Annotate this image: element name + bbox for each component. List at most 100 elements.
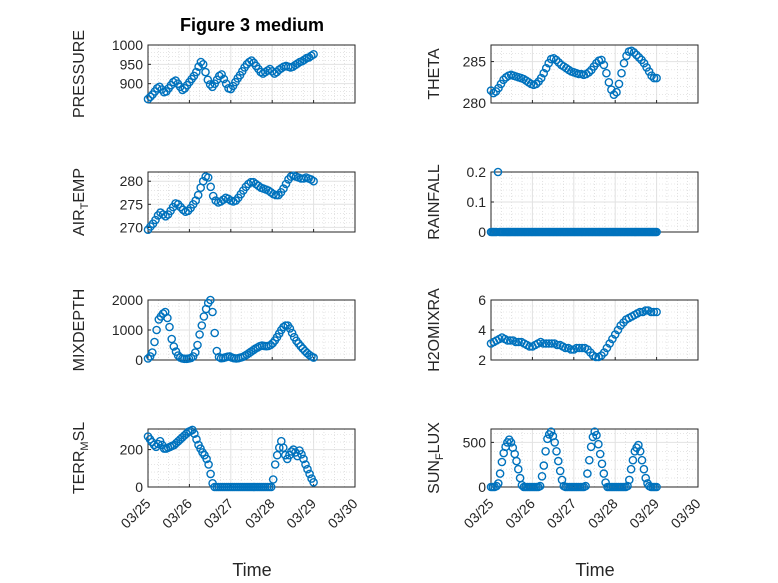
axes-box — [490, 44, 699, 104]
data-point — [143, 94, 153, 104]
data-point — [547, 339, 557, 348]
x-tick-label: 03/27 — [200, 495, 236, 531]
data-point — [649, 307, 659, 317]
data-point — [296, 341, 306, 351]
data-point — [632, 50, 641, 60]
data-point — [301, 460, 310, 469]
y-tick-label: 0 — [478, 224, 486, 240]
data-point — [599, 348, 609, 357]
data-point — [597, 459, 607, 469]
data-point — [309, 50, 318, 59]
data-point — [486, 86, 496, 95]
data-point — [536, 73, 546, 83]
data-point — [197, 321, 207, 330]
data-point — [597, 55, 606, 65]
data-point — [278, 443, 288, 453]
data-point — [503, 336, 512, 345]
data-point — [572, 343, 581, 353]
data-point — [647, 71, 656, 80]
data-point — [622, 51, 631, 61]
data-point — [249, 345, 258, 355]
data-point — [205, 80, 215, 89]
data-point — [541, 446, 550, 456]
data-point — [494, 83, 503, 93]
x-tick-label: 03/28 — [242, 495, 278, 531]
data-point — [625, 475, 634, 485]
data-point — [550, 438, 560, 447]
y-tick-label: 900 — [120, 76, 144, 92]
data-point — [305, 469, 314, 479]
data-point — [191, 67, 201, 77]
data-point — [186, 353, 196, 363]
data-point — [208, 191, 218, 201]
data-point — [266, 482, 276, 492]
data-point — [544, 339, 554, 348]
plot-area — [148, 45, 355, 103]
data-point — [514, 337, 523, 347]
y-axis-label: PRESSURE — [71, 30, 88, 118]
data-point — [149, 440, 159, 450]
data-point — [309, 176, 318, 186]
data-point — [609, 90, 619, 99]
data-point — [652, 73, 661, 83]
data-point — [265, 64, 275, 74]
data-point — [592, 430, 601, 440]
data-point — [195, 330, 204, 339]
data-point — [594, 439, 603, 449]
data-point — [639, 464, 649, 474]
data-point — [585, 455, 594, 465]
data-point — [196, 57, 206, 67]
x-tick-label: 03/26 — [159, 495, 195, 531]
axes-container: 900 950 1000 PRESSURE 280 285 THETA 270 275 280 AI… — [71, 30, 704, 531]
x-axis-label-right: Time — [575, 560, 614, 580]
data-point — [506, 438, 516, 447]
x-tick-label: 03/28 — [585, 495, 621, 531]
data-point — [637, 455, 647, 465]
x-tick-label: 03/27 — [543, 495, 579, 531]
y-axis-label: AIRTEMP — [71, 168, 91, 236]
data-point — [169, 342, 179, 351]
y-tick-label: 285 — [463, 54, 487, 70]
axes-box — [490, 428, 699, 488]
data-point — [293, 59, 302, 68]
data-point — [617, 68, 626, 78]
x-tick-label: 03/30 — [667, 495, 703, 531]
subplot-rainfall: 0 0.1 0.2 RAINFALL — [426, 164, 699, 240]
data-point — [150, 337, 159, 347]
data-point — [619, 58, 629, 68]
data-point — [535, 481, 545, 491]
data-point — [546, 427, 556, 437]
data-point — [281, 179, 291, 189]
y-axis-label: H2OMIXRA — [426, 288, 443, 372]
data-point — [552, 340, 562, 350]
data-point — [583, 469, 592, 478]
x-tick-label: 03/25 — [460, 495, 496, 531]
data-point — [499, 75, 508, 85]
data-point — [599, 469, 609, 478]
data-point — [514, 464, 523, 474]
y-tick-label: 0 — [135, 479, 143, 495]
data-point — [537, 471, 547, 481]
data-point — [147, 348, 157, 357]
y-tick-label: 6 — [478, 292, 486, 308]
data-point — [194, 62, 203, 71]
data-point — [206, 469, 215, 479]
data-point — [199, 312, 209, 321]
data-point — [143, 354, 153, 363]
data-point — [602, 343, 612, 353]
data-point — [287, 328, 297, 338]
y-tick-label: 1000 — [112, 37, 143, 53]
y-tick-label: 2000 — [112, 292, 143, 308]
data-point — [152, 325, 161, 335]
axes-box — [147, 299, 356, 361]
data-point — [247, 56, 256, 65]
data-point — [193, 340, 202, 350]
axes-box — [147, 171, 356, 233]
data-point — [554, 58, 564, 67]
y-tick-label: 0.2 — [467, 164, 487, 180]
data-point — [539, 68, 549, 78]
data-point — [198, 60, 208, 69]
y-tick-label: 280 — [463, 95, 487, 111]
data-point — [190, 348, 200, 357]
data-point — [511, 337, 521, 347]
